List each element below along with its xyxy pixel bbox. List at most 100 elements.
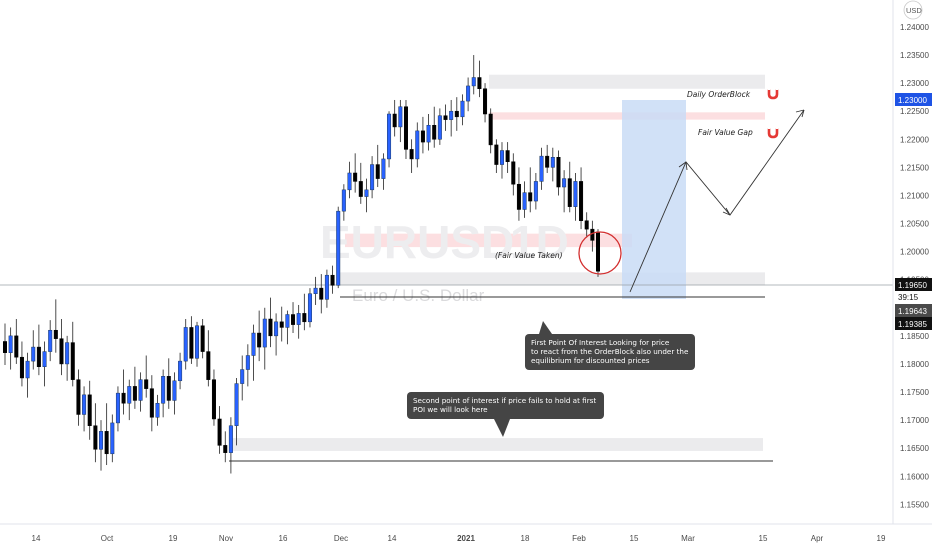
time-axis[interactable]: 14 Oct 19 Nov 16 Dec 14 2021 18 Feb 15 Mar 15 Apr 19 xyxy=(32,534,886,543)
projected-path xyxy=(629,109,805,293)
zones-layer xyxy=(229,74,765,451)
candle xyxy=(291,302,296,334)
candle xyxy=(511,153,516,196)
zone-daily-orderblock xyxy=(489,74,765,89)
y-tick-label: 1.21000 xyxy=(900,191,929,200)
candle-body xyxy=(251,332,256,356)
arrow-head-3 xyxy=(795,109,805,118)
candle xyxy=(562,170,567,213)
watermark-symbol: EURUSD xyxy=(320,216,514,268)
y-tick-label: 1.16500 xyxy=(900,444,929,453)
candle xyxy=(279,306,284,342)
magnet-shape xyxy=(767,128,779,139)
candle xyxy=(353,153,358,193)
callout-first-poi-line1: First Point Of Interest Looking for pric… xyxy=(531,338,670,347)
candle-body xyxy=(82,394,87,415)
highlight-circle xyxy=(578,231,622,275)
candle-body xyxy=(387,113,392,160)
candle-body xyxy=(307,293,312,323)
candle-body xyxy=(87,394,92,426)
price-axis[interactable]: 1.24000 1.23500 1.23000 1.22500 1.22000 1.215… xyxy=(900,0,929,509)
candle-body xyxy=(426,124,431,143)
candle-body xyxy=(562,178,567,188)
candle-body xyxy=(550,157,555,168)
candle-body xyxy=(14,335,19,358)
candle xyxy=(550,147,555,182)
candle xyxy=(409,139,414,173)
candle-body xyxy=(499,150,504,165)
candle xyxy=(522,181,527,218)
zone-fvg-taken xyxy=(345,233,632,248)
candle-body xyxy=(511,161,516,185)
y-tick-label: 1.16000 xyxy=(900,472,929,481)
candle-body xyxy=(420,130,425,143)
candle xyxy=(567,161,572,213)
candle-body xyxy=(76,379,81,415)
candle-body xyxy=(313,287,318,294)
candle-body xyxy=(36,346,41,367)
candle-body xyxy=(370,164,375,191)
candle-body xyxy=(336,210,341,286)
candle xyxy=(178,352,183,390)
candle xyxy=(132,366,137,409)
candle-body xyxy=(409,149,414,160)
candle xyxy=(533,172,538,210)
candle xyxy=(579,167,584,230)
tag-current-text: 1.19650 xyxy=(898,281,927,290)
y-tick-label: 1.20000 xyxy=(900,248,929,257)
candle xyxy=(42,341,47,387)
horizontal-lines-layer xyxy=(0,0,932,525)
candle-body xyxy=(392,113,397,128)
candle xyxy=(420,116,425,154)
candle xyxy=(573,172,578,221)
candle xyxy=(14,319,19,364)
candle xyxy=(330,265,335,294)
magnet-tip-right xyxy=(775,88,779,90)
magnet-tip-left xyxy=(767,88,771,90)
watermark-layer: EURUSD 1D Euro / U.S. Dollar xyxy=(320,216,569,305)
candle xyxy=(234,377,239,446)
y-tick-label: 1.15500 xyxy=(900,500,929,509)
candle-body xyxy=(330,274,335,286)
y-tick-label: 1.17500 xyxy=(900,388,929,397)
candle xyxy=(387,111,392,168)
candle-body xyxy=(488,113,493,146)
candle-body xyxy=(48,329,53,352)
candle xyxy=(516,167,521,221)
candle xyxy=(426,114,431,151)
x-tick-label: 16 xyxy=(279,534,288,543)
candle xyxy=(528,167,533,213)
candle-body xyxy=(324,274,329,300)
candle-body xyxy=(539,155,544,182)
candle xyxy=(477,60,482,98)
candle-body xyxy=(149,388,154,418)
candle-body xyxy=(319,287,324,300)
arrow-head-1 xyxy=(678,161,688,171)
candle xyxy=(217,406,222,454)
y-tick-label: 1.20500 xyxy=(900,220,929,229)
y-tick-label: 1.18000 xyxy=(900,360,929,369)
candle xyxy=(539,147,544,190)
candle xyxy=(488,108,493,154)
candle xyxy=(121,369,126,415)
candle-body xyxy=(533,181,538,202)
x-tick-label: 19 xyxy=(877,534,886,543)
magnet-icon xyxy=(767,88,779,100)
x-tick-label: 14 xyxy=(388,534,397,543)
candle-body xyxy=(155,402,160,418)
x-tick-label: Mar xyxy=(681,534,695,543)
currency-badge xyxy=(903,0,923,20)
candle-body xyxy=(268,318,273,337)
candle-body xyxy=(505,150,510,162)
candle xyxy=(110,414,115,463)
candle xyxy=(183,319,188,370)
candle xyxy=(31,330,36,370)
y-tick-label: 1.24000 xyxy=(900,23,929,32)
candle xyxy=(115,386,120,432)
candle-body xyxy=(522,192,527,210)
candle-body xyxy=(381,158,386,179)
callout-second-poi-box xyxy=(407,392,604,419)
candle-body xyxy=(443,115,448,120)
candle xyxy=(268,297,273,348)
